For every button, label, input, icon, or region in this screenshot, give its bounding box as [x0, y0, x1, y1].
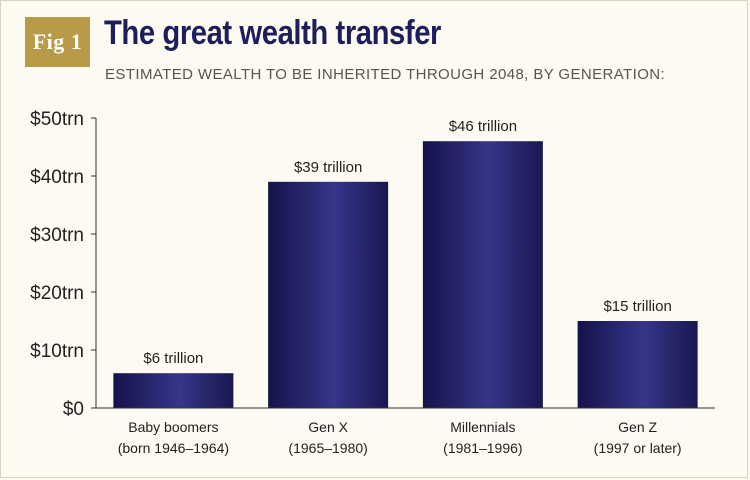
- figure-badge: Fig 1: [25, 17, 90, 67]
- bar: [422, 141, 543, 408]
- x-tick-label: (born 1946–1964): [118, 440, 229, 456]
- bar: [113, 373, 234, 408]
- y-tick-label: $10trn: [30, 341, 84, 362]
- x-tick-label: Gen Z: [618, 419, 657, 435]
- x-tick-label: Baby boomers: [128, 419, 218, 435]
- y-tick-label: $50trn: [30, 109, 84, 130]
- x-tick-label: (1965–1980): [288, 440, 367, 456]
- x-tick-label: Millennials: [450, 419, 515, 435]
- bars: $6 trillion $39 trillion $46 trillion $15 t…: [113, 118, 698, 408]
- x-axis: Baby boomers (born 1946–1964) Gen X (1965–1…: [96, 407, 715, 456]
- y-tick-label: $30trn: [30, 225, 84, 246]
- x-tick-label: (1981–1996): [443, 440, 522, 456]
- bar: [268, 181, 389, 408]
- bar-data-label: $46 trillion: [449, 118, 517, 135]
- bar-data-label: $6 trillion: [143, 350, 203, 367]
- chart-title: The great wealth transfer: [104, 14, 441, 52]
- bar-data-label: $15 trillion: [603, 298, 671, 315]
- x-tick-label: (1997 or later): [594, 440, 682, 456]
- bar-data-label: $39 trillion: [294, 159, 362, 176]
- x-tick-label: Gen X: [308, 419, 348, 435]
- y-tick-label: $40trn: [30, 167, 84, 188]
- y-tick-label: $0: [63, 399, 84, 420]
- bar: [577, 321, 698, 408]
- y-axis: $0 $10trn $20trn $30trn $40trn $50trn: [30, 109, 97, 420]
- chart-subtitle: ESTIMATED WEALTH TO BE INHERITED THROUGH…: [105, 66, 666, 83]
- y-tick-label: $20trn: [30, 283, 84, 304]
